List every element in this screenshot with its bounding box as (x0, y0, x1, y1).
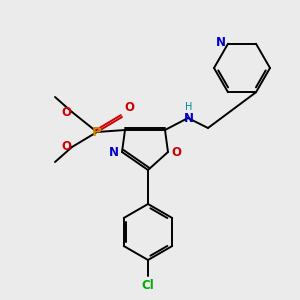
Text: O: O (124, 101, 134, 114)
Text: N: N (184, 112, 194, 124)
Text: N: N (109, 146, 119, 158)
Text: O: O (61, 106, 71, 118)
Text: H: H (185, 102, 193, 112)
Text: Cl: Cl (142, 279, 154, 292)
Text: O: O (171, 146, 181, 158)
Text: P: P (92, 125, 102, 139)
Text: N: N (216, 36, 226, 49)
Text: O: O (61, 140, 71, 154)
